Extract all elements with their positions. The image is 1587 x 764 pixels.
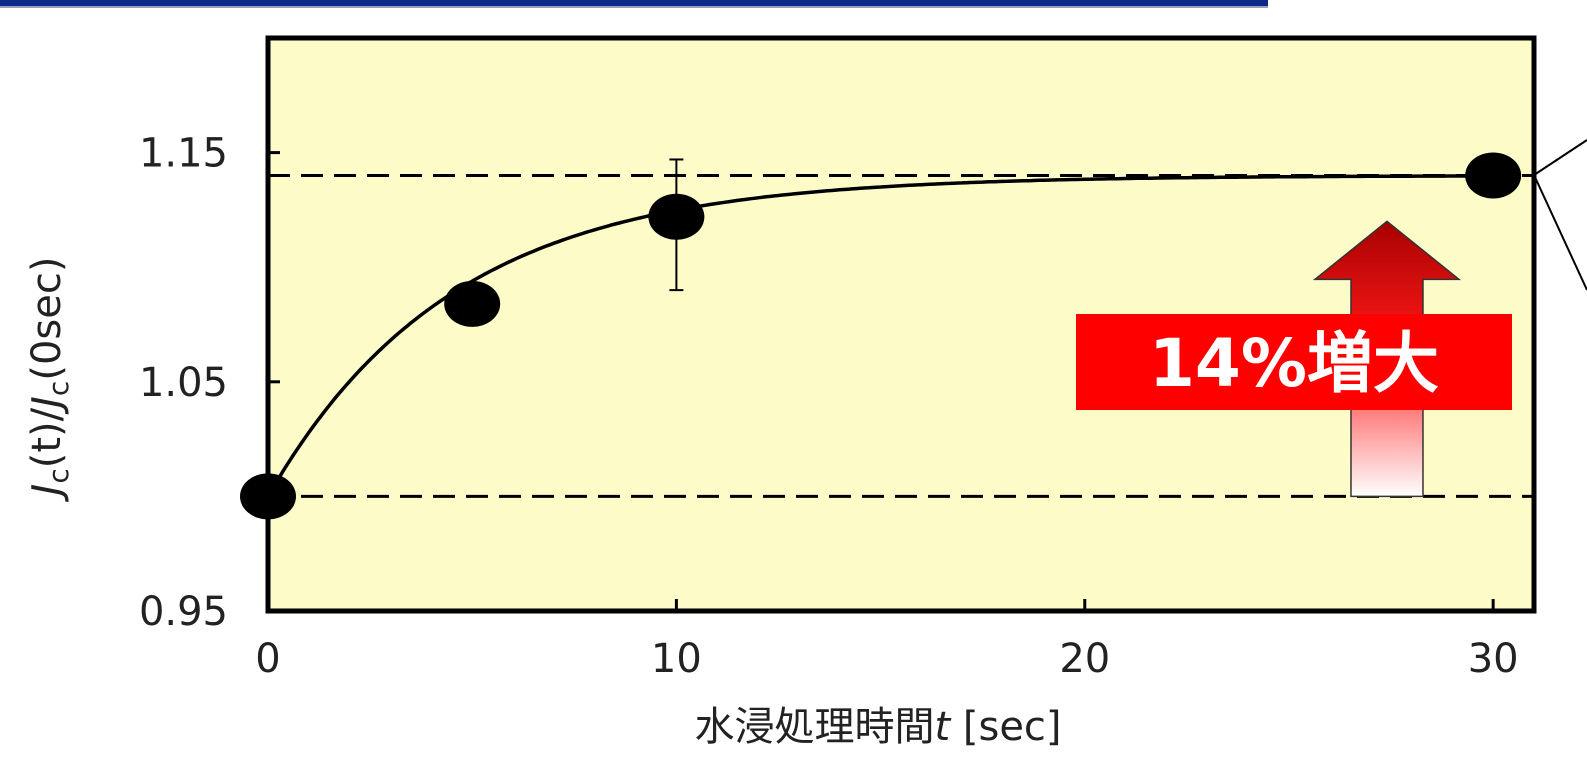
data-point-1 [444, 280, 501, 327]
x-axis-title: 水浸処理時間t [sec] [694, 704, 1061, 750]
plot-frame [265, 35, 1537, 614]
data-point-3 [1465, 152, 1522, 199]
y-tick-label-0: 0.95 [139, 589, 228, 635]
callout-label: 14%増大 [1149, 325, 1439, 402]
reference-lines [268, 174, 1534, 498]
y-tick-label-2: 1.15 [139, 131, 228, 177]
increase-annotation: 14%増大 [1076, 220, 1512, 498]
data-points [240, 152, 1522, 520]
x-axis-ticks: 0 10 20 30 [255, 599, 1519, 682]
callout-box [1076, 314, 1512, 410]
x-tick-label-0: 0 [255, 636, 280, 682]
header-bar [0, 0, 1268, 8]
y-axis-ticks: 0.95 1.05 1.15 [139, 131, 280, 635]
x-tick-label-3: 30 [1468, 636, 1519, 682]
y-tick-label-1: 1.05 [139, 360, 228, 406]
data-point-2 [648, 193, 705, 240]
x-tick-label-2: 20 [1059, 636, 1110, 682]
y-axis-title: Jc(t)/Jc(0sec) [24, 257, 75, 503]
leader-lines [1533, 139, 1587, 291]
x-tick-label-1: 10 [651, 636, 702, 682]
